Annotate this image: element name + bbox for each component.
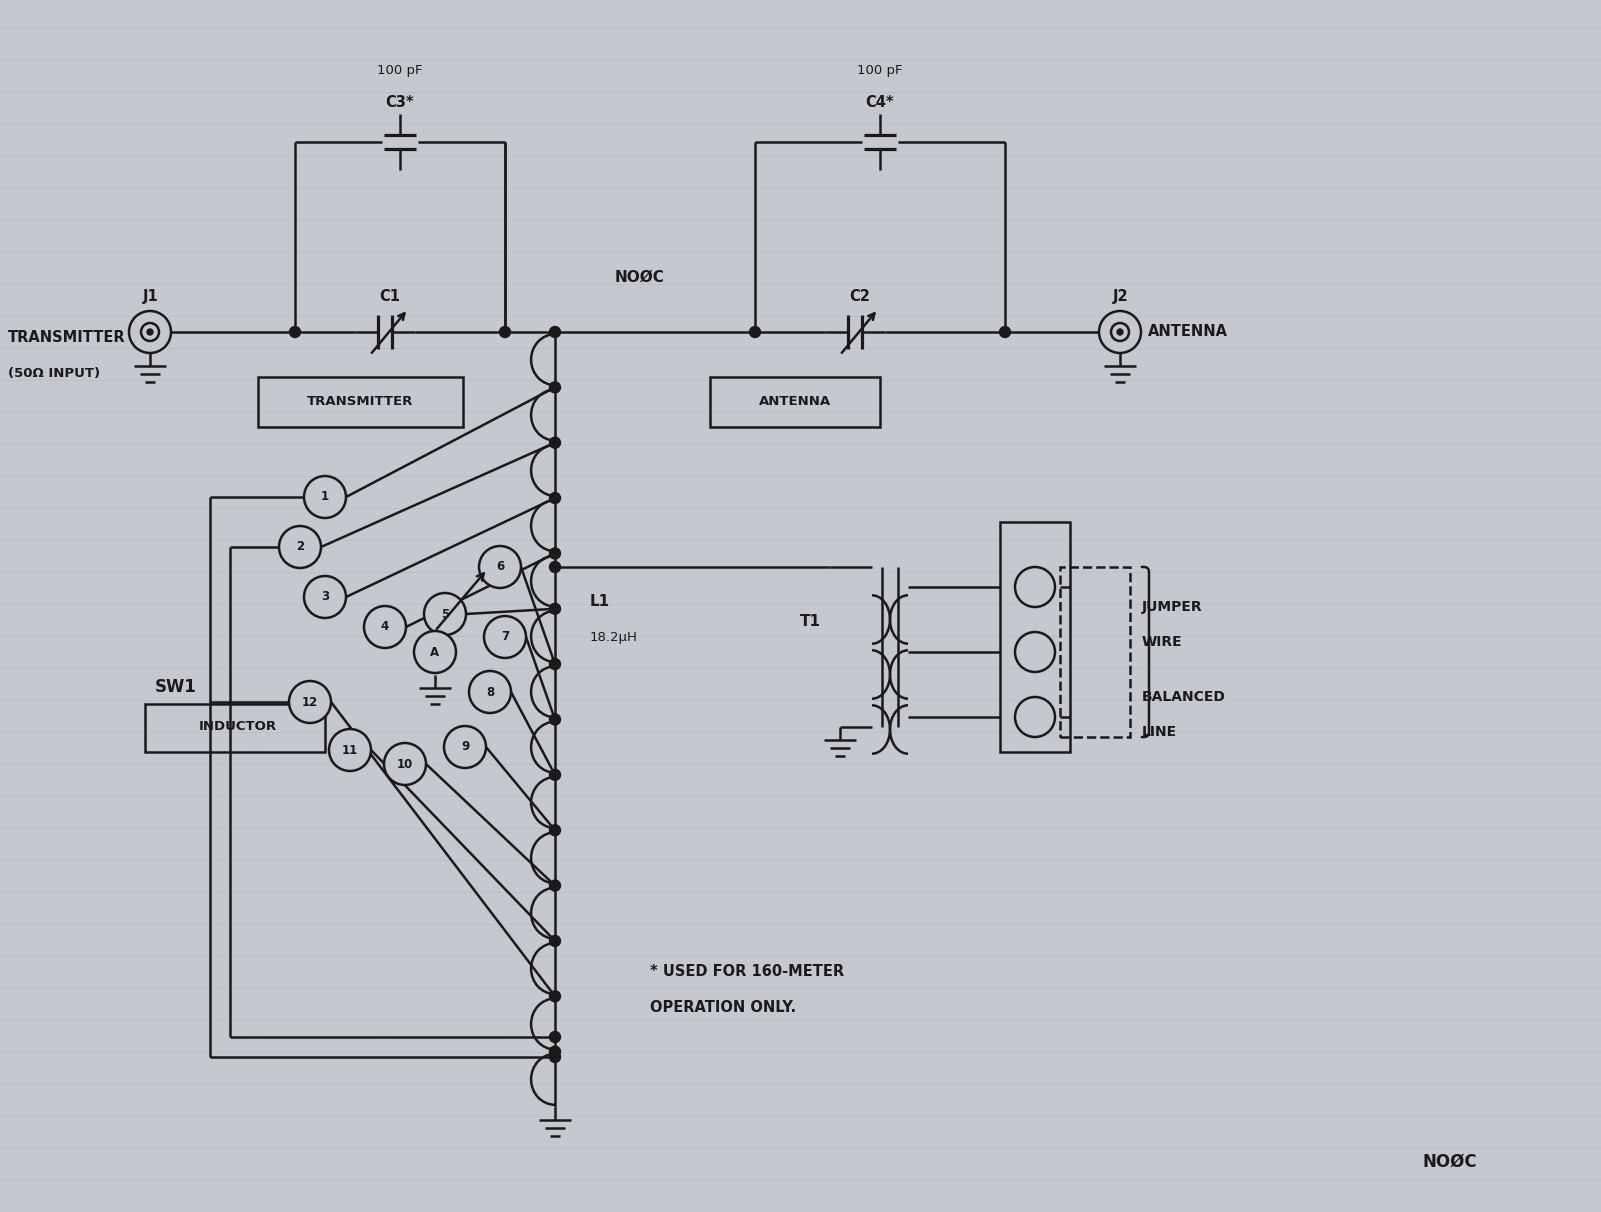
Circle shape: [479, 545, 520, 588]
Circle shape: [549, 1052, 560, 1063]
Circle shape: [549, 1031, 560, 1042]
Text: WIRE: WIRE: [1142, 635, 1183, 648]
Text: INDUCTOR: INDUCTOR: [199, 720, 277, 733]
Circle shape: [549, 1046, 560, 1057]
Text: LINE: LINE: [1142, 725, 1177, 739]
Circle shape: [549, 880, 560, 891]
Text: JUMPER: JUMPER: [1142, 600, 1202, 614]
Text: NOØC: NOØC: [615, 269, 664, 285]
Text: 6: 6: [496, 560, 504, 573]
Circle shape: [549, 658, 560, 670]
Circle shape: [549, 326, 560, 337]
Text: 5: 5: [440, 607, 450, 621]
Text: OPERATION ONLY.: OPERATION ONLY.: [650, 1000, 796, 1014]
Circle shape: [147, 328, 154, 335]
Text: (50Ω INPUT): (50Ω INPUT): [8, 367, 101, 381]
Circle shape: [549, 438, 560, 448]
Circle shape: [1098, 311, 1142, 353]
Text: 1: 1: [320, 491, 330, 503]
Circle shape: [443, 726, 487, 768]
Text: J2: J2: [1113, 288, 1129, 304]
Circle shape: [549, 492, 560, 503]
Text: 100 pF: 100 pF: [857, 64, 903, 78]
Text: C3*: C3*: [386, 95, 415, 110]
Circle shape: [424, 593, 466, 635]
Text: T1: T1: [799, 614, 820, 629]
Text: 2: 2: [296, 541, 304, 554]
Text: C2: C2: [850, 288, 871, 304]
Bar: [1060, 567, 1130, 737]
Text: 12: 12: [303, 696, 319, 709]
Circle shape: [363, 606, 407, 648]
Text: 3: 3: [320, 590, 330, 604]
Text: 10: 10: [397, 758, 413, 771]
Circle shape: [279, 526, 320, 568]
Text: 100 pF: 100 pF: [378, 64, 423, 78]
Circle shape: [1117, 328, 1122, 335]
Text: ANTENNA: ANTENNA: [1148, 325, 1228, 339]
Text: SW1: SW1: [155, 678, 197, 696]
Circle shape: [549, 548, 560, 559]
Circle shape: [141, 324, 158, 341]
Circle shape: [549, 936, 560, 947]
Circle shape: [500, 326, 511, 337]
Bar: [146, 704, 325, 751]
Circle shape: [549, 561, 560, 572]
Text: C4*: C4*: [866, 95, 895, 110]
Text: 7: 7: [501, 630, 509, 644]
Text: TRANSMITTER: TRANSMITTER: [307, 395, 413, 408]
Circle shape: [1015, 697, 1055, 737]
Circle shape: [1111, 324, 1129, 341]
Text: ANTENNA: ANTENNA: [759, 395, 831, 408]
Circle shape: [549, 604, 560, 614]
Circle shape: [304, 476, 346, 518]
Circle shape: [749, 326, 760, 337]
Text: A: A: [431, 646, 440, 658]
Text: 11: 11: [343, 743, 359, 756]
Text: 18.2μH: 18.2μH: [591, 630, 637, 644]
Text: J1: J1: [142, 288, 158, 304]
Circle shape: [469, 671, 511, 713]
Text: * USED FOR 160-METER: * USED FOR 160-METER: [650, 965, 844, 979]
Text: NOØC: NOØC: [1423, 1153, 1478, 1171]
Circle shape: [415, 631, 456, 673]
Circle shape: [999, 326, 1010, 337]
Circle shape: [549, 770, 560, 781]
Text: 9: 9: [461, 741, 469, 754]
Text: C1: C1: [379, 288, 400, 304]
Circle shape: [290, 681, 331, 724]
Circle shape: [549, 824, 560, 836]
Circle shape: [549, 714, 560, 725]
Bar: [1001, 522, 1069, 751]
Circle shape: [549, 382, 560, 393]
Circle shape: [1015, 631, 1055, 671]
Circle shape: [290, 326, 301, 337]
Bar: [258, 377, 463, 427]
Text: BALANCED: BALANCED: [1142, 690, 1226, 704]
Text: L1: L1: [591, 595, 610, 610]
Circle shape: [549, 990, 560, 1002]
Circle shape: [304, 576, 346, 618]
Circle shape: [484, 616, 527, 658]
Circle shape: [1015, 567, 1055, 607]
Text: TRANSMITTER: TRANSMITTER: [8, 330, 125, 344]
Text: 4: 4: [381, 621, 389, 634]
Circle shape: [384, 743, 426, 785]
Text: 8: 8: [485, 686, 495, 698]
Circle shape: [328, 728, 371, 771]
Bar: [709, 377, 881, 427]
Circle shape: [130, 311, 171, 353]
